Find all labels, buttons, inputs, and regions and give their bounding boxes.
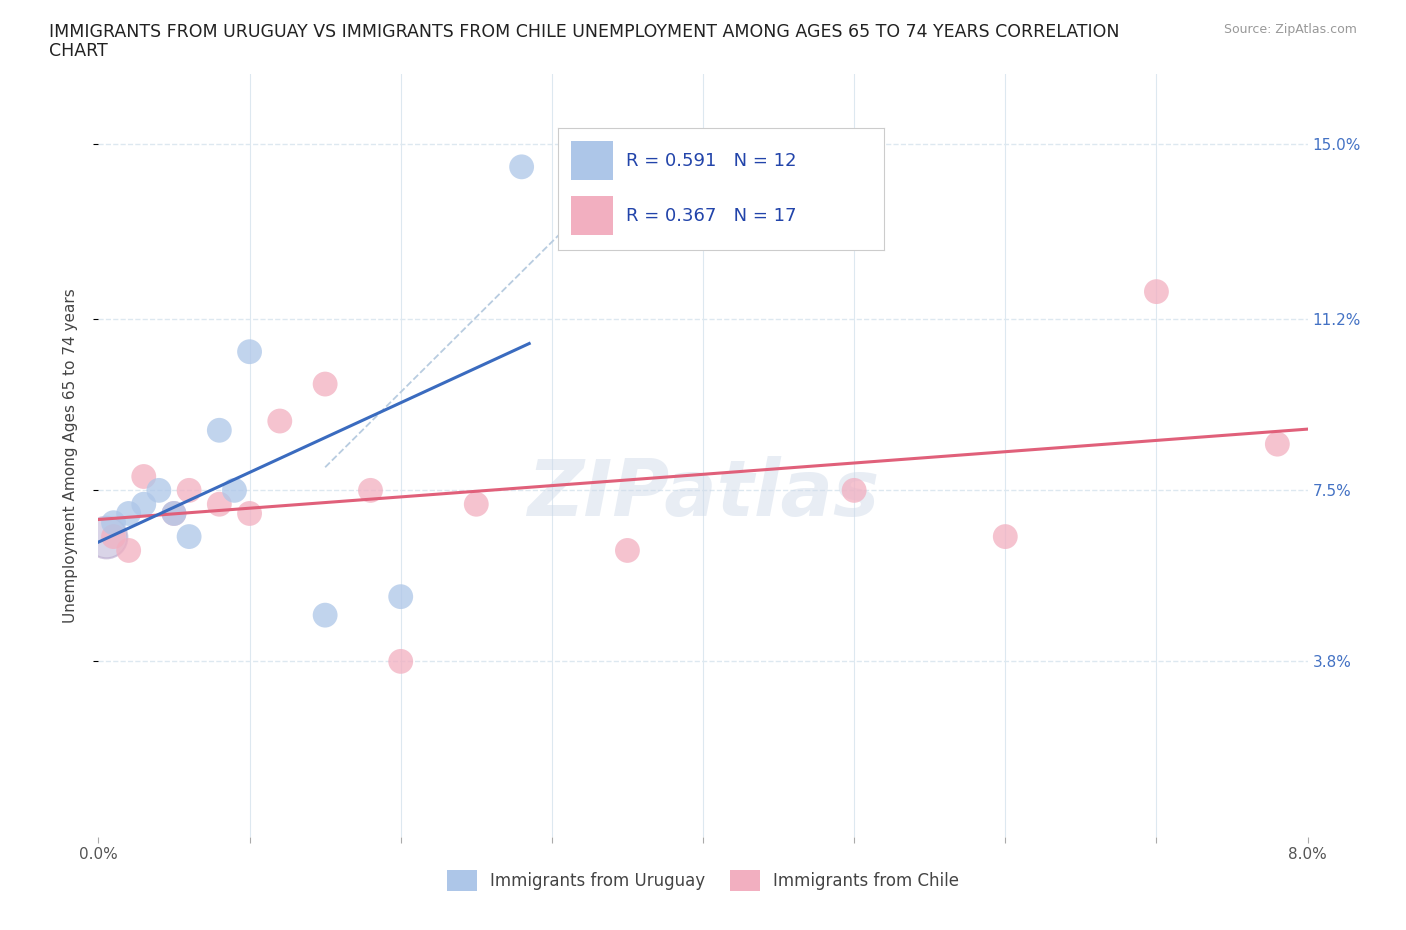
Point xyxy=(616,543,638,558)
Point xyxy=(179,483,201,498)
Point xyxy=(132,497,155,512)
Point xyxy=(118,506,141,521)
Text: CHART: CHART xyxy=(49,42,108,60)
Point xyxy=(163,506,186,521)
Point xyxy=(118,543,141,558)
Point xyxy=(239,506,262,521)
Text: IMMIGRANTS FROM URUGUAY VS IMMIGRANTS FROM CHILE UNEMPLOYMENT AMONG AGES 65 TO 7: IMMIGRANTS FROM URUGUAY VS IMMIGRANTS FR… xyxy=(49,23,1119,41)
Point xyxy=(239,344,262,359)
Point xyxy=(465,497,488,512)
Point xyxy=(510,159,533,174)
Text: ZIPatlas: ZIPatlas xyxy=(527,456,879,532)
Point xyxy=(844,483,866,498)
Point xyxy=(132,469,155,484)
Point xyxy=(103,515,125,530)
Legend: Immigrants from Uruguay, Immigrants from Chile: Immigrants from Uruguay, Immigrants from… xyxy=(440,864,966,897)
Point xyxy=(389,590,412,604)
Text: Source: ZipAtlas.com: Source: ZipAtlas.com xyxy=(1223,23,1357,36)
Point xyxy=(103,529,125,544)
Point xyxy=(360,483,382,498)
Point xyxy=(269,414,291,429)
Point xyxy=(314,607,336,622)
Point xyxy=(1146,285,1168,299)
Point xyxy=(314,377,336,392)
Point xyxy=(224,483,246,498)
Point xyxy=(208,497,231,512)
Point xyxy=(994,529,1017,544)
Point xyxy=(179,529,201,544)
Point xyxy=(1267,437,1289,452)
Y-axis label: Unemployment Among Ages 65 to 74 years: Unemployment Among Ages 65 to 74 years xyxy=(63,288,77,623)
Point xyxy=(148,483,170,498)
Point xyxy=(208,423,231,438)
Point xyxy=(94,529,117,544)
Point xyxy=(163,506,186,521)
Point xyxy=(389,654,412,669)
